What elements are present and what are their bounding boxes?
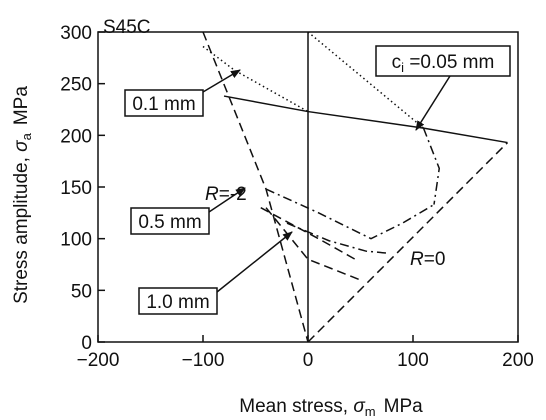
y-axis-label: Stress amplitude, σa MPa [11,86,34,304]
y-tick-label-1: 50 [71,281,92,302]
x-tick-label-1: −100 [182,350,225,371]
x-axis-label: Mean stress, σm MPa [239,396,423,419]
x-tick-label-3: 100 [397,350,429,371]
ticks-layer: −200 −100 0 100 200 0 50 100 150 200 250 300 [60,23,534,371]
x-tick-label-4: 200 [502,350,534,371]
series-line-7 [307,142,509,343]
label-ci-prefix: c [392,52,402,73]
y-tick-label-5: 250 [60,75,92,96]
y-axis-label-symbol: σ [11,139,32,152]
label-0-5mm: 0.5 mm [138,212,201,233]
label-box-0-1mm: 0.1 mm [124,89,204,117]
r-minus2-prefix: R [205,184,219,205]
label-box-1-0mm: 1.0 mm [138,287,218,315]
label-ci-sub: i [401,60,404,75]
label-ci-value: =0.05 mm [404,52,494,73]
r-zero-prefix: R [410,249,424,270]
x-axis-label-unit: MPa [384,396,424,417]
series-layer [202,31,509,343]
y-axis-label-unit: MPa [11,86,32,126]
series-line-4 [265,188,435,240]
series-line-1 [202,45,309,113]
y-tick-label-0: 0 [81,333,92,354]
label-box-0-5mm: 0.5 mm [130,207,210,235]
series-line-8 [260,207,356,260]
r-zero-label: R=0 [410,249,445,270]
arrow-ci [415,75,451,131]
x-tick-label-2: 0 [303,350,314,371]
y-tick-label-3: 150 [60,178,92,199]
label-0-1mm: 0.1 mm [132,94,195,115]
series-line-3 [422,127,441,205]
r-minus2-label: R=-2 [205,184,247,205]
x-axis-label-symbol: σ [353,396,366,417]
chart-title: S45C [103,17,151,38]
label-1-0mm: 1.0 mm [146,292,209,313]
x-tick-label-0: −200 [77,350,120,371]
r-zero-value: =0 [424,249,446,270]
x-axis-label-sub: m [365,404,376,419]
arrow-0-1mm [202,69,241,93]
label-box-ci: ci =0.05 mm [375,45,511,77]
y-axis-label-sub: a [19,132,34,140]
y-tick-label-4: 200 [60,126,92,147]
y-tick-label-2: 100 [60,230,92,251]
series-line-9 [265,207,361,281]
y-tick-label-6: 300 [60,23,92,44]
series-line-6 [202,31,309,343]
y-axis-label-text: Stress amplitude, [11,152,32,304]
series-line-0 [223,95,508,144]
arrow-0-5mm [208,187,246,213]
x-axis-label-text: Mean stress, [239,396,353,417]
arrow-1-0mm [216,231,293,293]
label-ci: ci =0.05 mm [392,52,495,75]
